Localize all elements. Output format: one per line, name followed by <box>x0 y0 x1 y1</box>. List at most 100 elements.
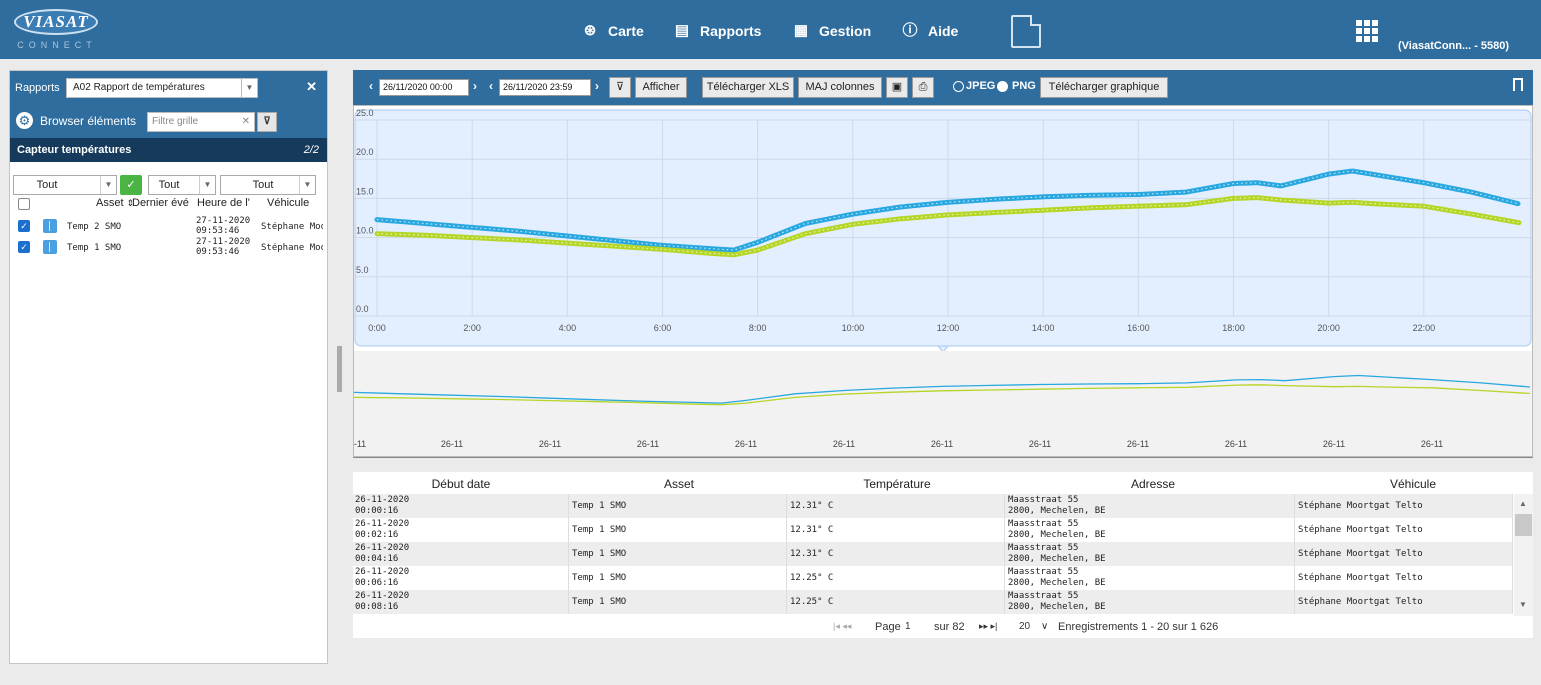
table-cell: Maasstraat 55 2800, Mechelen, BE <box>1005 566 1295 590</box>
col-event-header[interactable]: Dernier évé <box>132 197 189 209</box>
left-panel: Rapports A02 Rapport de températures ▼ ✕… <box>9 70 328 664</box>
col-vehicle-header[interactable]: Véhicule <box>267 197 310 209</box>
report-select[interactable]: A02 Rapport de températures ▼ <box>66 78 258 98</box>
table-row[interactable]: 26-11-2020 00:04:16 Temp 1 SMO 12.31° C Maas… <box>353 542 1513 566</box>
clear-filter-button[interactable]: ⊽ <box>257 112 277 132</box>
table-row[interactable]: 26-11-2020 00:02:16 Temp 1 SMO 12.31° C Maas… <box>353 518 1513 542</box>
table-row[interactable]: 26-11-2020 00:08:16 Temp 1 SMO 12.25° C Maas… <box>353 590 1513 614</box>
close-icon[interactable]: ✕ <box>306 79 317 94</box>
col-vehicle-header[interactable]: Véhicule <box>1389 477 1437 491</box>
navigator-tick-label: 26-11 <box>441 439 463 449</box>
next-page-icon[interactable]: ▸▸ ▸| <box>979 621 998 631</box>
row-checkbox[interactable]: ✓ <box>18 220 30 232</box>
document-icon[interactable] <box>1011 15 1041 48</box>
navigator-background <box>354 351 1532 456</box>
y-tick-label: 0.0 <box>356 304 369 314</box>
cell-time: 00:02:16 <box>355 530 399 540</box>
x-tick-label: 6:00 <box>654 323 672 333</box>
nav-carte[interactable]: ⊛ Carte <box>580 20 644 42</box>
table-row[interactable]: 26-11-2020 00:00:16 Temp 1 SMO 12.31° C Maas… <box>353 494 1513 518</box>
series-line-temp2 <box>374 168 1522 253</box>
bookmark-icon[interactable] <box>1513 78 1523 91</box>
table-cell: Temp 1 SMO <box>569 494 787 518</box>
end-date-input[interactable]: 26/11/2020 23:59 <box>499 79 591 96</box>
records-info: Enregistrements 1 - 20 sur 1 626 <box>1058 621 1219 633</box>
table-cell: Stéphane Moortgat Telto <box>1295 542 1513 566</box>
nav-rapports[interactable]: ▤ Rapports <box>672 20 762 42</box>
nav-gestion[interactable]: ▦ Gestion <box>791 20 871 42</box>
col-time-header[interactable]: Heure de l' <box>197 197 250 209</box>
cell-asset: Temp 1 SMO <box>572 525 627 535</box>
row-date: 27-11-2020 <box>196 237 251 247</box>
row-time: 09:53:46 <box>196 226 240 236</box>
table-cell: Stéphane Moortgat Telto <box>1295 518 1513 542</box>
page-input[interactable]: 1 <box>905 621 911 632</box>
download-graph-button[interactable]: Télécharger graphique <box>1040 77 1168 98</box>
clear-filter-button[interactable]: ⊽ <box>609 77 631 98</box>
row-checkbox[interactable]: ✓ <box>18 241 30 253</box>
prev-end-icon[interactable]: ‹ <box>489 79 493 93</box>
grid-filter-input[interactable]: Filtre grille ✕ <box>147 112 255 132</box>
gear-icon[interactable]: ⚙ <box>16 112 33 129</box>
y-tick-label: 5.0 <box>356 265 369 275</box>
table-cell: Maasstraat 55 2800, Mechelen, BE <box>1005 518 1295 542</box>
apps-grid-icon[interactable] <box>1356 20 1378 42</box>
col-temperature-header[interactable]: Température <box>863 477 931 491</box>
save-button[interactable]: ▣ <box>886 77 908 98</box>
table-row[interactable]: 26-11-2020 00:06:16 Temp 1 SMO 12.25° C Maas… <box>353 566 1513 590</box>
next-start-icon[interactable]: › <box>473 79 477 93</box>
next-end-icon[interactable]: › <box>595 79 599 93</box>
update-columns-button[interactable]: MAJ colonnes <box>798 77 882 98</box>
filter-asset-select[interactable]: Tout ▼ <box>13 175 117 195</box>
table-cell: 12.25° C <box>787 590 1005 614</box>
navigator-line-temp1 <box>353 384 1531 406</box>
print-icon: ⎙ <box>918 81 928 93</box>
download-xls-button[interactable]: Télécharger XLS <box>702 77 794 98</box>
viasat-logo[interactable]: VIASAT CONNECT <box>12 9 102 53</box>
chevron-down-icon[interactable]: ∨ <box>1041 621 1049 632</box>
page-size-select[interactable]: 20 <box>1019 621 1031 632</box>
table-cell: Maasstraat 55 2800, Mechelen, BE <box>1005 494 1295 518</box>
cell-address-city: 2800, Mechelen, BE <box>1008 530 1106 540</box>
col-address-header[interactable]: Adresse <box>1130 477 1176 491</box>
table-cell: 26-11-2020 00:02:16 <box>353 518 569 542</box>
filter-time-select[interactable]: Tout ▼ <box>220 175 316 195</box>
nav-aide[interactable]: ⓘ Aide <box>900 20 958 42</box>
clear-icon[interactable]: ✕ <box>241 116 250 127</box>
scroll-down-icon[interactable]: ▼ <box>1519 600 1527 609</box>
cell-address-street: Maasstraat 55 <box>1008 591 1079 601</box>
page-label: Page <box>875 621 901 633</box>
scroll-thumb[interactable] <box>1515 514 1532 536</box>
cell-vehicle: Stéphane Moortgat Telto <box>1298 597 1423 607</box>
filter-event-select[interactable]: Tout ▼ <box>148 175 216 195</box>
png-radio[interactable] <box>997 81 1008 92</box>
first-page-icon[interactable]: |◂ ◂◂ <box>833 621 852 631</box>
table-scrollbar[interactable]: ▲ ▼ <box>1514 494 1533 616</box>
navigator-tick-label: -11 <box>354 439 366 449</box>
png-label: PNG <box>1012 80 1036 92</box>
panel-splitter[interactable] <box>337 346 342 392</box>
scroll-up-icon[interactable]: ▲ <box>1519 499 1527 508</box>
navigator-tick-label: 26-11 <box>1323 439 1345 449</box>
navigator-tick-label: 26-11 <box>931 439 953 449</box>
jpeg-radio[interactable] <box>953 81 964 92</box>
browser-label[interactable]: Browser éléments <box>40 114 137 128</box>
col-date-header[interactable]: Début date <box>431 477 491 491</box>
select-all-checkbox[interactable] <box>18 198 30 210</box>
table-cell: Temp 1 SMO <box>569 542 787 566</box>
cell-vehicle: Stéphane Moortgat Telto <box>1298 573 1423 583</box>
user-account[interactable]: (ViasatConn... - 5580) <box>1398 40 1510 52</box>
col-asset-header[interactable]: Asset <box>663 477 694 491</box>
x-tick-label: 8:00 <box>749 323 767 333</box>
afficher-button[interactable]: Afficher <box>635 77 687 98</box>
col-asset-header[interactable]: Asset ⇕ <box>96 197 151 215</box>
print-button[interactable]: ⎙ <box>912 77 934 98</box>
check-all-button[interactable]: ✓ <box>120 175 142 195</box>
start-date-input[interactable]: 26/11/2020 00:00 <box>379 79 469 96</box>
navigator-tick-label: 26-11 <box>735 439 757 449</box>
cell-date: 26-11-2020 <box>355 543 410 553</box>
prev-start-icon[interactable]: ‹ <box>369 79 373 93</box>
nav-aide-label: Aide <box>928 23 959 39</box>
table-cell: 12.25° C <box>787 566 1005 590</box>
cell-temperature: 12.31° C <box>790 501 834 511</box>
